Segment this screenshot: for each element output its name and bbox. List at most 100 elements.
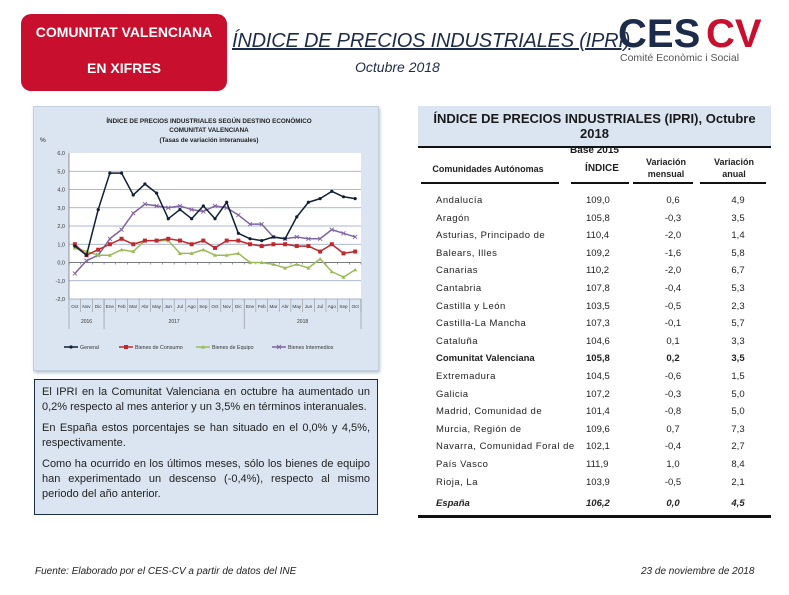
legend-label: Bienes de Consumo	[135, 345, 183, 351]
data-point	[341, 195, 346, 199]
y-tick-label: 0,0	[57, 261, 65, 267]
chart-title: ÍNDICE DE PRECIOS INDUSTRIALES SEGÚN DES…	[106, 116, 311, 125]
summary-box: El IPRI en la Comunitat Valenciana en oc…	[34, 379, 378, 515]
footer-date: 23 de noviembre de 2018	[641, 566, 755, 577]
data-point	[248, 237, 252, 241]
x-tick-label: Ago	[328, 304, 337, 309]
x-tick-label: Feb	[118, 304, 126, 309]
y-tick-label: 1,0	[57, 242, 65, 248]
col-header-indice: ÍNDICE	[585, 163, 619, 174]
data-point	[225, 200, 229, 204]
data-point	[72, 242, 77, 247]
x-tick-label: Jun	[305, 304, 313, 309]
ipri-line-chart: ÍNDICE DE PRECIOS INDUSTRIALES SEGÚN DES…	[40, 116, 362, 351]
cell-indice: 107,8	[586, 282, 610, 294]
data-point	[189, 251, 194, 255]
data-point	[318, 197, 322, 201]
table-header-band: ÍNDICE DE PRECIOS INDUSTRIALES (IPRI), O…	[418, 106, 771, 156]
cell-name: Balears, Illes	[436, 247, 498, 259]
col-header-anual-l1: Variación	[713, 157, 755, 167]
cell-anual: 3,5	[731, 212, 745, 224]
cell-anual: 3,3	[731, 335, 745, 347]
cell-indice: 103,9	[586, 476, 610, 488]
summary-paragraph: Como ha ocurrido en los últimos meses, s…	[42, 458, 370, 500]
data-point	[306, 236, 311, 242]
cell-anual: 8,4	[731, 458, 745, 470]
cell-indice: 102,1	[586, 441, 610, 453]
data-point	[177, 203, 183, 209]
table-row: Canarias 110,2 -2,0 6,7	[418, 262, 771, 280]
table-row: Navarra, Comunidad Foral de 102,1 -0,4 2,7	[418, 438, 771, 456]
data-point	[317, 236, 323, 242]
cell-indice: 107,3	[586, 318, 610, 330]
cell-anual: 5,8	[731, 247, 745, 259]
legend-marker	[201, 345, 205, 349]
cell-name: Madrid, Comunidad de	[436, 406, 543, 418]
x-tick-label: Mar	[129, 304, 137, 309]
cell-name: Castilla-La Mancha	[436, 318, 527, 330]
cell-mensual: -0,4	[664, 282, 682, 294]
data-point	[294, 234, 300, 240]
col-header-anual: Variación anual	[704, 156, 764, 180]
table-top-rule	[418, 146, 771, 148]
legend-marker	[276, 344, 282, 350]
table-title: ÍNDICE DE PRECIOS INDUSTRIALES (IPRI), O…	[433, 111, 756, 141]
table-column-headers: Comunidades Autónomas ÍNDICE Variación m…	[418, 148, 771, 188]
cell-mensual: -2,0	[664, 265, 682, 277]
data-point	[72, 271, 78, 276]
data-point	[329, 227, 335, 232]
x-tick-label: Oct	[352, 304, 360, 309]
x-tick-label: Ago	[188, 304, 197, 309]
x-tick-label: Abr	[282, 304, 290, 309]
cell-anual: 5,0	[731, 388, 745, 400]
cell-mensual: 0,7	[666, 423, 680, 435]
cell-indice: 109,0	[586, 195, 610, 206]
data-point	[73, 244, 77, 248]
data-point	[96, 207, 100, 212]
cell-indice: 101,4	[586, 406, 610, 418]
data-point	[213, 217, 217, 221]
data-point	[318, 256, 323, 261]
cell-name: Cataluña	[436, 335, 479, 347]
y-tick-label: -2,0	[56, 297, 65, 303]
data-point	[201, 238, 206, 243]
cell-name: Andalucía	[436, 195, 483, 206]
y-tick-label: 3,0	[57, 206, 65, 212]
cell-indice: 104,5	[586, 370, 610, 382]
x-tick-label: Mar	[269, 304, 277, 309]
data-point	[236, 212, 241, 218]
cell-mensual: -0,6	[664, 370, 682, 382]
data-point	[96, 253, 101, 257]
legend-marker	[69, 345, 73, 349]
table-base: Base 2015	[570, 145, 619, 156]
page-subtitle: Octubre 2018	[355, 59, 440, 75]
data-point	[306, 244, 311, 249]
x-tick-label: Sep	[199, 304, 208, 309]
x-tick-label: Nov	[223, 304, 232, 309]
summary-paragraph: El IPRI en la Comunitat Valenciana en oc…	[42, 386, 370, 413]
data-point	[236, 251, 241, 255]
cell-mensual: -0,3	[664, 388, 682, 400]
data-point	[177, 238, 182, 243]
x-tick-label: Dic	[95, 304, 102, 309]
cell-indice: 109,6	[586, 423, 610, 435]
data-point	[353, 249, 358, 254]
data-point	[119, 236, 124, 241]
data-point	[84, 253, 89, 257]
cell-name: Extremadura	[436, 370, 496, 382]
cell-name: Castilla y León	[436, 300, 506, 312]
cell-mensual: -2,0	[664, 230, 682, 242]
cell-anual: 7,3	[731, 423, 745, 435]
data-point	[318, 249, 323, 254]
data-point	[201, 209, 206, 214]
data-point	[107, 242, 112, 247]
cell-mensual: 0,0	[666, 498, 680, 510]
cell-indice: 111,9	[586, 458, 609, 470]
table-row: Cantabria 107,8 -0,4 5,3	[418, 280, 771, 298]
data-point	[294, 262, 299, 266]
data-point	[341, 230, 346, 236]
cell-anual: 1,4	[731, 230, 745, 242]
data-point	[190, 217, 194, 221]
data-point	[177, 251, 182, 255]
data-point	[259, 221, 265, 227]
